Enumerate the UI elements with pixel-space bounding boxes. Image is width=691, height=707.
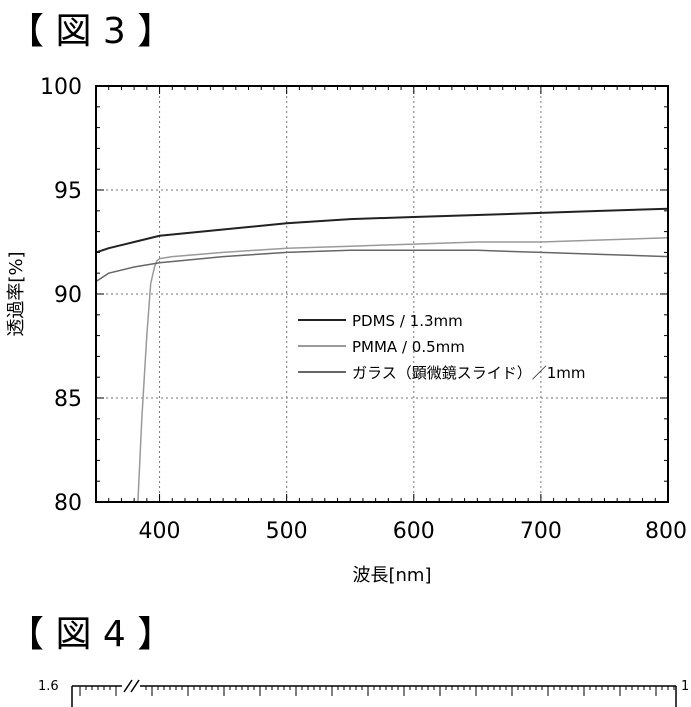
x-tick-label: 400 [139,519,181,544]
fig4-y-tick-label: 1.6 [38,679,59,694]
y-tick-label: 90 [54,283,82,308]
fig4-axis-break-mark [123,679,133,693]
x-tick-label: 700 [520,519,562,544]
y-tick-label: 95 [54,179,82,204]
fig4-axis-break-mark [130,679,140,693]
fig4-right-tick-label: 1 [681,679,689,694]
y-tick-label: 85 [54,387,82,412]
grid-lines [96,86,668,502]
series-line-1 [137,237,669,503]
fig4-minor-ticks [79,686,675,696]
tick-labels: 400 500 600 700 800 80 85 90 95 100 [40,75,687,544]
series-layer [95,207,669,503]
x-axis-title: 波長[nm] [353,565,432,586]
y-axis-title: 透過率[%] [6,251,27,336]
x-tick-label: 500 [266,519,308,544]
x-tick-label: 600 [393,519,435,544]
legend-label-1: PMMA / 0.5mm [352,338,465,356]
legend-label-2: ガラス（顕微鏡スライド）／1mm [352,364,585,382]
figure-4-partial-chart: 1.6 1 [38,679,689,707]
y-tick-label: 100 [40,75,82,100]
series-line-0 [95,207,669,254]
legend: PDMS / 1.3mm PMMA / 0.5mm ガラス（顕微鏡スライド）／1mm [298,312,585,382]
series-line-2 [95,249,669,283]
legend-label-0: PDMS / 1.3mm [352,312,463,330]
x-tick-label: 800 [645,519,687,544]
figure-3-heading: 【 図 3 】 [8,11,174,52]
figure-4-heading: 【 図 4 】 [8,614,174,655]
y-tick-label: 80 [54,491,82,516]
axis-ticks [95,85,669,503]
